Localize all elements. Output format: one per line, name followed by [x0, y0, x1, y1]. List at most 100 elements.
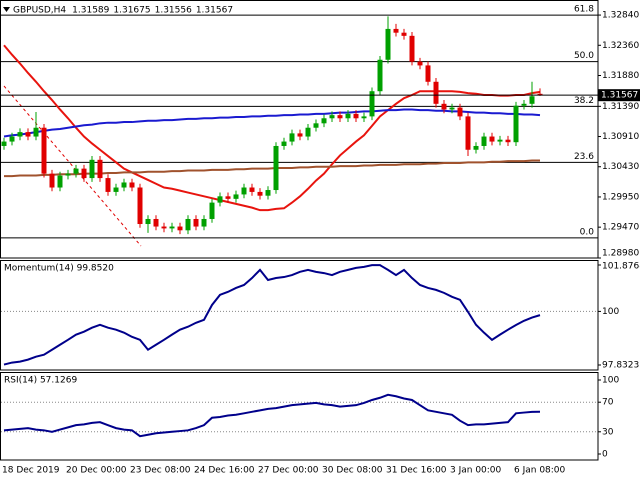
candle-body	[225, 196, 231, 199]
candle-body	[281, 141, 287, 146]
candle-body	[9, 136, 15, 142]
y-tick-label: 101.8768	[602, 262, 640, 272]
fib-level-label: 61.8	[574, 5, 594, 15]
ohlc-value: 1.31567	[196, 6, 233, 16]
x-tick-label: 3 Jan 00:00	[450, 466, 502, 476]
candle-body	[425, 65, 431, 82]
indicator-title: RSI(14) 57.1269	[4, 376, 77, 386]
indicator-line	[3, 264, 541, 366]
x-tick-label: 18 Dec 2019	[2, 466, 60, 476]
candle-body	[145, 218, 151, 225]
y-tick-label: 1.28980	[602, 249, 639, 259]
ohlc-value: 1.31589	[72, 6, 109, 16]
candle-body	[505, 139, 511, 143]
candle-body	[89, 159, 95, 179]
candle-body	[161, 226, 167, 229]
candle-body	[185, 218, 191, 231]
candle-body	[385, 28, 391, 60]
candle-body	[497, 139, 503, 142]
candle-body	[121, 182, 127, 188]
indicator-title: Momentum(14) 99.8520	[4, 264, 114, 274]
y-tick-label: 70	[602, 398, 614, 408]
menu-triangle	[3, 7, 10, 12]
fib-level-label: 50.0	[574, 51, 594, 61]
candle-body	[329, 115, 335, 119]
candle-body	[33, 127, 39, 137]
y-tick-label: 1.31880	[602, 71, 639, 81]
candle-body	[361, 116, 367, 119]
indicator-line	[3, 393, 541, 438]
moving-average	[3, 44, 541, 212]
price-panel	[0, 0, 599, 259]
candle-body	[193, 218, 199, 227]
candle-body	[233, 194, 239, 199]
x-tick-label: 30 Dec 08:00	[322, 466, 383, 476]
candle-body	[369, 91, 375, 117]
y-tick-label: 1.29470	[602, 223, 639, 233]
candle-body	[321, 118, 327, 124]
candle-body	[41, 127, 47, 174]
y-tick-label: 30	[602, 427, 614, 437]
candle-body	[521, 103, 527, 106]
candle-body	[105, 178, 111, 192]
y-tick-label: 97.8323	[602, 361, 639, 371]
candle-body	[1, 141, 7, 146]
candle-body	[265, 190, 271, 196]
x-tick-label: 6 Jan 08:00	[514, 466, 566, 476]
candle-body	[241, 187, 247, 195]
candle-body	[449, 107, 455, 110]
ohlc-value: 1.31556	[155, 6, 192, 16]
candle-body	[289, 133, 295, 142]
candle-body	[169, 226, 175, 229]
candle-body	[153, 218, 159, 227]
candle-body	[337, 115, 343, 119]
candle-body	[305, 127, 311, 137]
candle-body	[457, 107, 463, 117]
candle-body	[433, 81, 439, 104]
candle-body	[73, 168, 79, 174]
candle-body	[297, 133, 303, 137]
y-tick-label: 1.31390	[602, 102, 639, 112]
candle-body	[353, 113, 359, 119]
y-tick-label: 1.30910	[602, 132, 639, 142]
candle-body	[81, 168, 87, 179]
x-tick-label: 20 Dec 00:00	[66, 466, 127, 476]
candle-body	[17, 132, 23, 137]
y-tick-label: 1.30430	[602, 162, 639, 172]
candle-body	[393, 28, 399, 33]
candle-body	[273, 145, 279, 191]
fib-level-label: 38.2	[574, 96, 594, 106]
candle-body	[417, 61, 423, 66]
candle-body	[113, 187, 119, 192]
candle-body	[529, 96, 535, 104]
chart-title: GBPUSD,H4	[13, 6, 66, 16]
momentum-panel	[0, 260, 599, 371]
fib-level-label: 23.6	[574, 152, 594, 162]
candle-body	[129, 182, 135, 188]
candle-body	[209, 202, 215, 219]
candle-body	[49, 173, 55, 188]
candle-body	[441, 103, 447, 110]
y-tick-label: 0	[602, 450, 608, 460]
x-tick-label: 23 Dec 08:00	[130, 466, 191, 476]
candle-body	[409, 35, 415, 62]
moving-average	[3, 108, 541, 138]
candle-body	[345, 113, 351, 119]
candle-body	[177, 226, 183, 231]
candle-body	[201, 218, 207, 227]
candle-body	[513, 105, 519, 143]
rsi-panel	[0, 372, 599, 461]
candle-body	[537, 93, 543, 96]
candle-body	[137, 187, 143, 225]
candle-body	[97, 159, 103, 179]
y-tick-label: 100	[602, 376, 619, 386]
candle-body	[481, 136, 487, 146]
candle-body	[473, 145, 479, 150]
candle-body	[489, 136, 495, 142]
fib-trend-line	[3, 85, 142, 247]
candle-body	[465, 116, 471, 150]
y-tick-label: 1.32360	[602, 41, 639, 51]
current-price-label: 1.31567	[601, 91, 638, 101]
candle-body	[257, 191, 263, 196]
